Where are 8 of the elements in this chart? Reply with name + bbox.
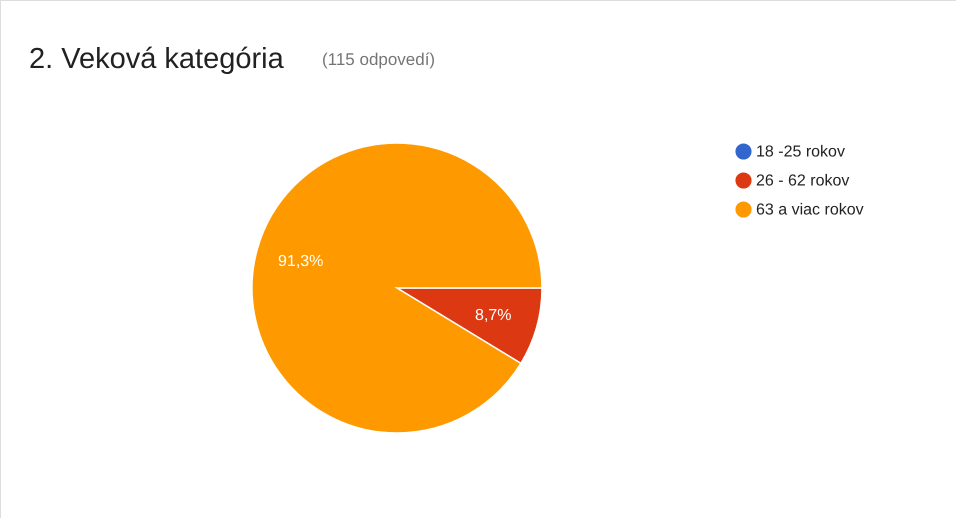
- legend-label: 26 - 62 rokov: [756, 172, 850, 190]
- chart-title: 2. Veková kategória: [29, 43, 285, 75]
- pie-slice: [251, 142, 543, 434]
- data-label: 91,3%: [278, 253, 324, 270]
- legend-label: 18 -25 rokov: [756, 144, 845, 160]
- legend-label: 63 a viac rokov: [756, 202, 864, 218]
- chart-subtitle: (115 odpovedí): [322, 50, 436, 69]
- data-label: 8,7%: [475, 306, 512, 324]
